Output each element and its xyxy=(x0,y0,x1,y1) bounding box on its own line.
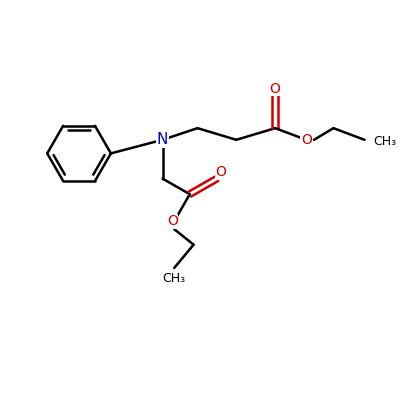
Text: CH₃: CH₃ xyxy=(373,135,396,148)
Text: CH₃: CH₃ xyxy=(163,272,186,285)
Text: O: O xyxy=(215,165,226,179)
Text: O: O xyxy=(301,133,312,147)
Text: N: N xyxy=(157,132,168,147)
Text: O: O xyxy=(167,214,178,228)
Text: O: O xyxy=(270,82,281,96)
